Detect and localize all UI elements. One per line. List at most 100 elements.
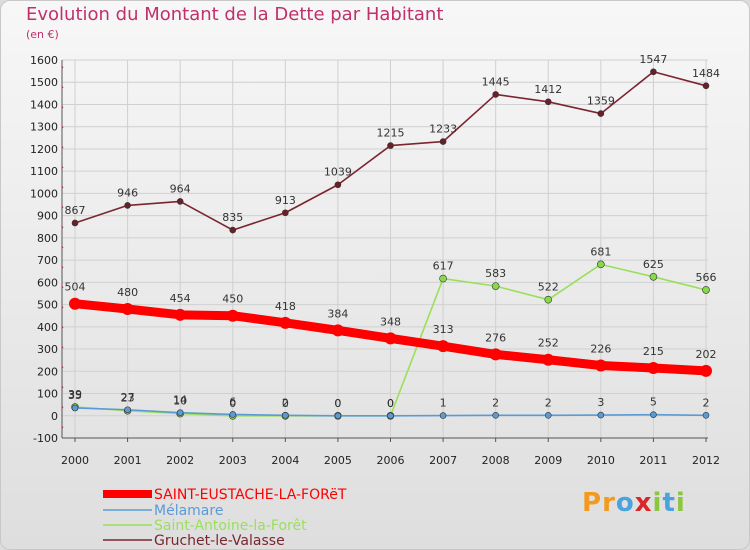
data-label: 14 xyxy=(173,394,187,407)
x-tick-label: 2012 xyxy=(692,454,720,467)
data-point xyxy=(279,316,292,329)
data-label: 252 xyxy=(538,337,559,350)
x-tick-label: 2005 xyxy=(324,454,352,467)
x-tick-label: 2004 xyxy=(271,454,299,467)
data-point xyxy=(492,91,499,98)
data-point xyxy=(700,364,712,377)
axis-tick-mark xyxy=(61,345,64,349)
data-point xyxy=(229,411,237,418)
data-label: 946 xyxy=(117,186,138,199)
series-3: 867 946 964 835 913 1039 1215 1233 1445 1412 1359 1… xyxy=(65,53,720,234)
logo-letter: i xyxy=(652,488,663,518)
axis-tick-mark xyxy=(61,305,64,309)
axis-tick-mark xyxy=(61,205,64,209)
data-point xyxy=(439,138,447,145)
data-label: 625 xyxy=(643,258,664,271)
x-tick-label: 2009 xyxy=(534,454,562,467)
axis-tick-mark xyxy=(61,145,64,149)
unit-label: (en €) xyxy=(26,28,59,41)
axis-tick-mark xyxy=(61,245,64,249)
data-label: 202 xyxy=(696,348,717,361)
data-label: 27 xyxy=(121,391,135,404)
axis-tick-mark xyxy=(61,365,64,369)
data-label: 1547 xyxy=(639,53,667,66)
y-axis-ticks: -100 0 100 200 300 400 500 600 700 800 900 1000 1100… xyxy=(30,54,58,445)
data-label: 617 xyxy=(433,260,454,273)
data-label: 1412 xyxy=(534,83,562,96)
data-point xyxy=(702,286,710,294)
data-point xyxy=(124,406,131,414)
x-tick-label: 2006 xyxy=(377,454,405,467)
data-label: 39 xyxy=(68,388,82,401)
data-label: 276 xyxy=(485,331,506,344)
y-tick-label: 1100 xyxy=(30,165,58,178)
legend-label: SAINT-EUSTACHE-LA-FORëT xyxy=(154,487,347,503)
data-point xyxy=(597,260,605,269)
data-label: 5 xyxy=(650,396,657,409)
logo-letter: o xyxy=(615,488,635,518)
data-label: 964 xyxy=(170,182,191,195)
data-label: 2 xyxy=(492,396,499,409)
data-label: 215 xyxy=(643,345,664,358)
data-label: 566 xyxy=(696,271,717,284)
logo-letter: r xyxy=(602,488,616,518)
data-label: 35 xyxy=(68,389,82,402)
data-point xyxy=(71,219,79,227)
data-label: 480 xyxy=(117,286,138,299)
data-label: 2 xyxy=(703,396,710,409)
data-point xyxy=(334,181,342,189)
data-point xyxy=(544,295,553,304)
data-label: 0 xyxy=(229,397,236,410)
data-label: 0 xyxy=(387,397,394,410)
data-point xyxy=(437,340,450,353)
axis-tick-mark xyxy=(61,405,64,409)
axis-tick-mark xyxy=(61,185,64,189)
data-label: 913 xyxy=(275,194,296,207)
y-tick-label: -100 xyxy=(33,432,58,445)
data-label: 10 xyxy=(173,395,187,408)
data-point xyxy=(647,361,660,374)
data-point xyxy=(650,411,657,418)
y-tick-label: 1600 xyxy=(30,54,58,67)
data-label: 313 xyxy=(433,323,454,336)
axis-tick-mark xyxy=(61,85,64,89)
data-point xyxy=(121,303,134,316)
data-label: 1484 xyxy=(692,67,720,80)
data-point xyxy=(282,412,289,419)
data-point xyxy=(489,348,502,361)
y-tick-label: 400 xyxy=(37,321,58,334)
data-point xyxy=(174,308,187,321)
y-tick-label: 1200 xyxy=(30,143,58,156)
y-tick-label: 1000 xyxy=(30,187,58,200)
data-label: 0 xyxy=(282,397,289,410)
data-point xyxy=(229,226,237,234)
data-point xyxy=(649,272,658,281)
data-label: 867 xyxy=(65,204,86,217)
x-tick-label: 2010 xyxy=(587,454,615,467)
data-label: 835 xyxy=(222,211,243,224)
logo-letter: x xyxy=(634,488,653,518)
legend: SAINT-EUSTACHE-LA-FORëTMélamareSaint-Ant… xyxy=(103,487,347,549)
data-label: 1445 xyxy=(482,75,510,88)
data-point xyxy=(176,198,184,205)
data-label: 3 xyxy=(597,396,604,409)
data-point xyxy=(702,82,710,90)
axis-tick-mark xyxy=(61,105,64,109)
data-point xyxy=(597,411,605,419)
data-point xyxy=(702,412,710,419)
data-label: 2 xyxy=(545,396,552,409)
x-tick-label: 2001 xyxy=(114,454,142,467)
proxiti-logo: Proxiti xyxy=(582,488,686,518)
data-point xyxy=(282,209,289,217)
data-label: 384 xyxy=(327,307,348,320)
axis-tick-mark xyxy=(61,225,64,229)
data-label: 23 xyxy=(121,392,135,405)
x-tick-label: 2002 xyxy=(166,454,194,467)
data-label: 1233 xyxy=(429,123,457,136)
data-point xyxy=(544,98,552,106)
data-label: 504 xyxy=(65,281,86,294)
data-point xyxy=(334,412,342,420)
